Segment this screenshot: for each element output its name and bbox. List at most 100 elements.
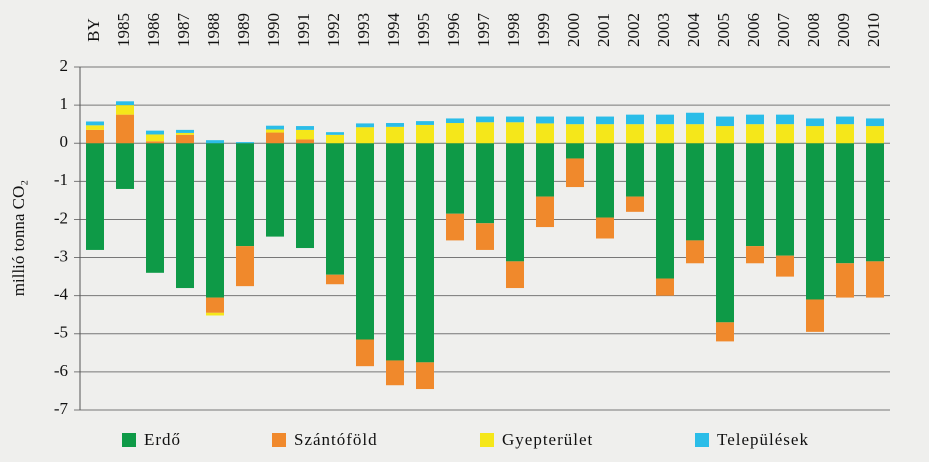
bar-segment [536,143,554,197]
bar-segment [716,143,734,323]
bar-segment [476,143,494,224]
y-tick-label: -3 [54,246,68,265]
bar-segment [206,143,224,298]
bar-segment [746,143,764,247]
bar-segment [86,129,104,144]
y-tick-label: -5 [54,323,68,342]
bar-segment [506,116,524,123]
bar-segment [776,255,794,277]
bar-segment [416,124,434,144]
legend-label: Gyepterület [502,430,593,449]
x-tick-label: 1992 [324,13,343,47]
bar-segment [86,143,104,250]
bar-segment [836,116,854,125]
bar-segment [356,143,374,340]
bar-segment [596,143,614,218]
bar-segment [836,143,854,264]
bar-segment [326,134,344,144]
x-tick-label: 1995 [414,13,433,47]
bar-segment [146,130,164,135]
bar-segment [356,339,374,367]
bar-segment [536,196,554,228]
bar-segment [386,143,404,361]
x-tick-label: 1985 [114,13,133,47]
x-tick-label: 1991 [294,13,313,47]
bar-segment [266,125,284,130]
bar-segment [206,312,224,316]
bar-segment [386,126,404,144]
bar-segment [86,121,104,126]
y-tick-label: -4 [54,285,69,304]
bar-segment [356,127,374,144]
bar-segment [626,143,644,197]
bar-segment [746,246,764,264]
bar-segment [806,126,824,144]
x-tick-label: 1996 [444,13,463,47]
bar-segment [806,143,824,300]
bar-segment [686,143,704,241]
bar-segment [296,126,314,130]
x-tick-label: 1989 [234,13,253,47]
bar-segment [476,116,494,123]
bar-segment [326,143,344,275]
bar-segment [866,261,884,298]
legend-label: Szántóföld [294,430,378,449]
bar-segment [596,124,614,144]
legend-label: Erdő [144,430,181,449]
x-tick-label: 2001 [594,13,613,47]
bar-segment [266,129,284,133]
bar-segment [626,124,644,144]
x-tick-label: 2004 [684,13,703,48]
bar-segment [206,297,224,313]
x-tick-label: 1987 [174,13,193,48]
bar-segment [296,129,314,140]
bar-segment [176,134,194,144]
bar-segment [236,143,254,247]
bar-segment [626,196,644,212]
bar-segment [236,142,254,144]
bar-segment [116,105,134,115]
bar-segment [866,118,884,127]
bar-segment [656,124,674,144]
y-tick-label: -2 [54,208,68,227]
bar-segment [446,213,464,241]
bar-segment [656,143,674,279]
x-tick-label: 1990 [264,13,283,47]
bar-segment [86,125,104,130]
bar-segment [446,123,464,144]
bar-segment [206,140,224,144]
bar-segment [146,143,164,273]
x-tick-label: 2008 [804,13,823,47]
y-tick-label: -6 [54,361,68,380]
bar-segment [176,143,194,289]
bar-segment [296,139,314,144]
bar-segment [566,158,584,188]
x-tick-label: 1988 [204,13,223,47]
legend-swatch [122,433,136,447]
bar-segment [806,118,824,127]
bar-segment [776,114,794,125]
bar-segment [776,143,794,256]
bar-segment [446,143,464,214]
x-tick-label: 2000 [564,13,583,47]
bar-segment [716,126,734,144]
bar-segment [656,278,674,296]
bar-segment [806,299,824,332]
bar-segment [416,362,434,390]
x-tick-label: 1999 [534,13,553,47]
x-tick-label: 1998 [504,13,523,47]
bar-segment [656,114,674,125]
bar-segment [776,124,794,144]
bar-segment [836,263,854,298]
bar-segment [686,240,704,264]
x-tick-label: 1986 [144,13,163,47]
bar-segment [536,116,554,124]
legend-swatch [480,433,494,447]
x-tick-label: 1993 [354,13,373,47]
bar-segment [596,217,614,239]
bar-segment [716,116,734,127]
bar-segment [476,223,494,250]
bar-segment [626,114,644,125]
bar-segment [596,116,614,125]
